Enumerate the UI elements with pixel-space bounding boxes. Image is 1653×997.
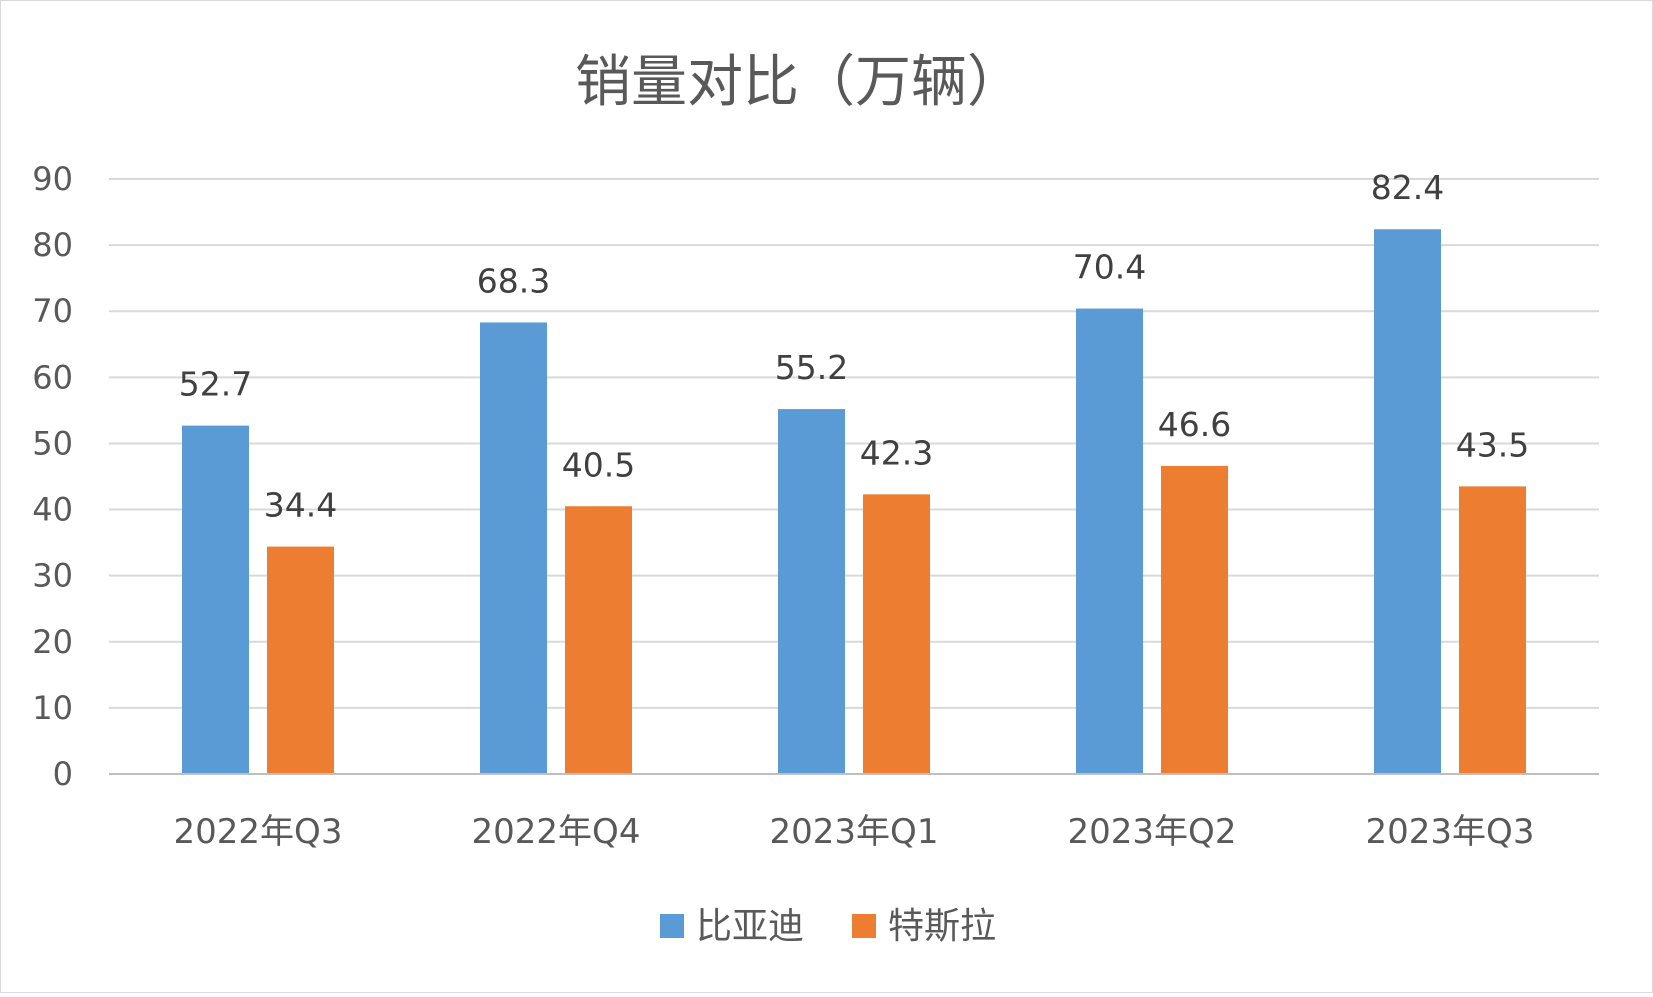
bar-series1 [1374, 229, 1441, 774]
y-tick-label: 80 [32, 226, 73, 264]
y-tick-label: 40 [32, 491, 73, 529]
legend: 比亚迪 特斯拉 [660, 906, 996, 947]
legend-swatch [660, 914, 684, 938]
data-label: 42.3 [860, 433, 933, 472]
data-label: 55.2 [775, 348, 848, 387]
data-label: 68.3 [477, 261, 550, 300]
x-tick-label: 2023年Q3 [1366, 812, 1535, 852]
chart-title: 销量对比（万辆） [575, 50, 1023, 115]
data-label: 43.5 [1456, 425, 1529, 464]
data-labels: 52.7 34.4 68.3 40.5 55.2 42.3 70.4 46.6 82.4 43.5 [179, 168, 1529, 524]
bar-series2 [1459, 486, 1526, 774]
bar-series1 [480, 322, 547, 774]
bar-series1 [778, 409, 845, 774]
y-tick-label: 60 [32, 358, 73, 396]
legend-label: 比亚迪 [696, 906, 804, 947]
y-tick-label: 10 [32, 689, 73, 727]
data-label: 40.5 [562, 445, 635, 484]
gridlines [109, 178, 1599, 775]
y-tick-label: 90 [32, 160, 73, 198]
x-axis: 2022年Q3 2022年Q4 2023年Q1 2023年Q2 2023年Q3 [109, 773, 1599, 852]
y-tick-label: 0 [53, 755, 73, 793]
bar-series2 [863, 494, 930, 774]
x-tick-label: 2022年Q4 [472, 812, 641, 852]
y-axis: 0 10 20 30 40 50 60 70 80 90 [32, 160, 73, 793]
x-tick-label: 2023年Q1 [770, 812, 939, 852]
legend-swatch [852, 914, 876, 938]
data-label: 34.4 [264, 486, 337, 525]
legend-label: 特斯拉 [888, 906, 996, 947]
data-label: 46.6 [1158, 405, 1231, 444]
y-tick-label: 30 [32, 557, 73, 595]
data-label: 82.4 [1371, 168, 1444, 207]
y-tick-label: 50 [32, 424, 73, 462]
bar-series1 [182, 425, 249, 774]
x-tick-label: 2023年Q2 [1068, 812, 1237, 852]
y-tick-label: 70 [32, 292, 73, 330]
bar-series2 [565, 506, 632, 774]
data-label: 52.7 [179, 365, 252, 404]
bars [182, 229, 1526, 774]
y-tick-label: 20 [32, 623, 73, 661]
bar-series2 [267, 546, 334, 774]
bar-series1 [1076, 308, 1143, 774]
x-tick-label: 2022年Q3 [174, 812, 343, 852]
bar-series2 [1161, 465, 1228, 774]
data-label: 70.4 [1073, 248, 1146, 287]
